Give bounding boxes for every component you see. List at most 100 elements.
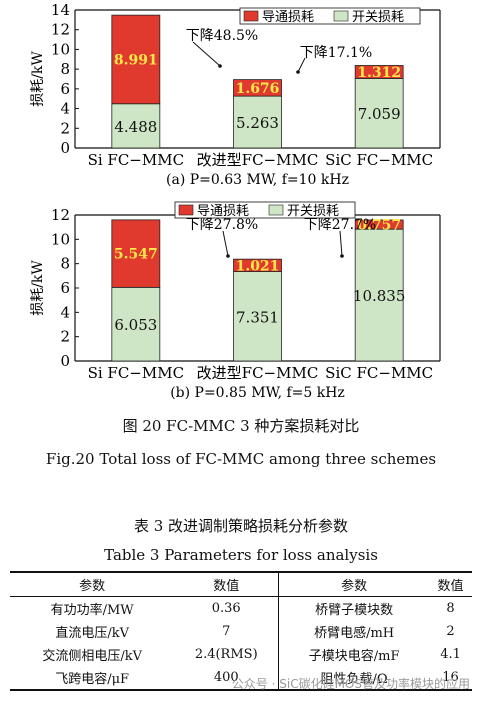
loss-chart-b: 0 2 4 6 8 10 12 损耗/kW 6.053 5.547 Si FC−MMC 7.351 1.…	[0, 198, 482, 403]
data-label-switching: 5.263	[236, 114, 279, 132]
bar-switching-loss	[111, 103, 161, 149]
data-label-conduction: 1.676	[236, 81, 280, 97]
figure-caption-cn: 图 20 FC-MMC 3 种方案损耗对比	[122, 417, 360, 435]
table-cell: 飞跨电容/μF	[10, 666, 175, 691]
legend-label-conduction: 导通损耗	[262, 10, 314, 25]
annotation-arrow	[339, 230, 343, 257]
x-tick-label: 改进型FC−MMC	[197, 364, 319, 382]
figure-caption-en: Fig.20 Total loss of FC-MMC among three …	[45, 450, 437, 468]
x-tick-label: SiC FC−MMC	[325, 151, 433, 169]
table-cell: 2.4(RMS)	[194, 647, 258, 662]
table-cell: 阻性负载/Ω	[278, 666, 430, 691]
annotation-arrowhead	[218, 64, 222, 68]
chart-svg: 0 2 4 6 8 10 12 损耗/kW 6.053 5.547 Si FC−MMC 7.351 1.…	[30, 201, 441, 401]
annotation-label: 下降27.8%	[186, 217, 258, 233]
y-tick-label: 0	[60, 139, 70, 157]
y-tick-label: 12	[51, 206, 70, 224]
legend-swatch-conduction	[243, 10, 259, 22]
legend-label-conduction: 导通损耗	[197, 204, 249, 219]
annotation-arrowhead	[340, 254, 344, 258]
data-label-conduction: 0.757	[357, 218, 401, 234]
y-tick-label: 10	[51, 230, 70, 248]
y-tick-label: 0	[60, 352, 70, 370]
data-label-switching: 4.488	[114, 118, 157, 136]
table-row: 飞跨电容/μF 400 阻性负载/Ω 16	[10, 666, 472, 691]
annotation-arrowhead	[226, 254, 230, 258]
data-label-conduction: 8.991	[114, 52, 158, 68]
header-value-2: 数值	[429, 571, 472, 597]
parameters-table: 参数 数值 参数 数值 有功功率/MW 0.36 桥臂子模块数 8 直流电压/k…	[10, 571, 472, 691]
loss-chart-a: 0 2 4 6 8 10 12 14 损耗/kW 4.488 8.991 Si FC−MMC 5.263…	[0, 0, 482, 195]
data-label-conduction: 1.021	[236, 258, 280, 274]
legend-swatch-conduction	[178, 204, 194, 216]
y-tick-label: 14	[51, 1, 70, 19]
table-caption-en: Table 3 Parameters for loss analysis	[104, 546, 378, 564]
table-cell: 2	[446, 624, 455, 639]
legend-box	[239, 7, 421, 25]
bar-conduction-loss	[111, 14, 161, 105]
header-value-1: 数值	[174, 571, 279, 597]
y-axis-label: 损耗/kW	[30, 260, 46, 316]
table-cell: 0.36	[211, 601, 241, 616]
annotation-label: 下降48.5%	[186, 28, 258, 44]
annotation-label: 下降17.1%	[300, 45, 372, 61]
y-tick-label: 12	[51, 21, 70, 39]
bar-switching-loss	[233, 271, 282, 362]
y-tick-label: 8	[60, 255, 70, 273]
x-tick-label: Si FC−MMC	[88, 151, 185, 169]
y-tick-label: 6	[60, 80, 70, 98]
y-tick-label: 2	[60, 328, 70, 346]
annotation-label: 下降27.7%	[304, 217, 376, 233]
data-label-switching: 7.059	[358, 105, 401, 123]
chart-subtitle: (b) P=0.85 MW, f=5 kHz	[170, 385, 345, 401]
table-cell: 桥臂电感/mH	[278, 620, 430, 643]
table-cell: 16	[429, 666, 472, 691]
table-cell: 4.1	[440, 647, 461, 662]
watermark: 公众号 · SiC碳化硅MOS管及功率模块的应用	[231, 677, 470, 691]
table-cell: 桥臂子模块数	[278, 596, 430, 620]
chart-subtitle: (a) P=0.63 MW, f=10 kHz	[166, 172, 349, 188]
data-label-switching: 10.835	[353, 287, 406, 305]
bar-conduction-loss	[354, 219, 404, 230]
table-row: 直流电压/kV 7 桥臂电感/mH 2	[10, 620, 472, 643]
table-cell: 400	[174, 666, 279, 691]
bar-conduction-loss	[354, 65, 404, 79]
legend-label-switching: 开关损耗	[287, 204, 339, 219]
table-caption-cn: 表 3 改进调制策略损耗分析参数	[133, 517, 349, 535]
bar-conduction-loss	[111, 219, 161, 288]
bar-conduction-loss	[233, 79, 282, 97]
bar-switching-loss	[354, 78, 404, 149]
annotation-arrow	[192, 41, 221, 67]
bar-conduction-loss	[233, 258, 282, 272]
y-tick-label: 6	[60, 279, 70, 297]
header-param-1: 参数	[10, 571, 175, 597]
header-param-2: 参数	[278, 571, 430, 597]
table-cell: 有功功率/MW	[50, 603, 134, 618]
table-cell: 7	[222, 624, 231, 639]
legend-swatch-switching	[333, 10, 349, 22]
y-tick-label: 8	[60, 60, 70, 78]
y-tick-label: 2	[60, 119, 70, 137]
legend-swatch-switching	[268, 204, 284, 216]
table-cell: 子模块电容/mF	[278, 643, 430, 666]
bar-switching-loss	[111, 286, 161, 362]
y-tick-label: 10	[51, 40, 70, 58]
y-tick-label: 4	[60, 303, 70, 321]
x-tick-label: Si FC−MMC	[88, 364, 185, 382]
table-cell: 8	[446, 601, 455, 616]
legend-box	[174, 201, 356, 219]
annotation-arrow	[222, 230, 229, 257]
x-tick-label: SiC FC−MMC	[325, 364, 433, 382]
table-header-row: 参数 数值 参数 数值	[10, 571, 472, 597]
data-label-conduction: 5.547	[114, 247, 158, 263]
y-axis-label: 损耗/kW	[30, 51, 46, 107]
legend-label-switching: 开关损耗	[352, 10, 404, 25]
y-tick-label: 4	[60, 100, 70, 118]
table-row: 交流侧相电压/kV 2.4(RMS) 子模块电容/mF 4.1	[10, 643, 472, 666]
table-row: 有功功率/MW 0.36 桥臂子模块数 8	[10, 596, 472, 620]
annotation-arrow	[297, 57, 306, 73]
data-label-switching: 6.053	[114, 316, 157, 334]
table-cell: 交流侧相电压/kV	[42, 649, 142, 664]
data-label-switching: 7.351	[236, 308, 279, 326]
